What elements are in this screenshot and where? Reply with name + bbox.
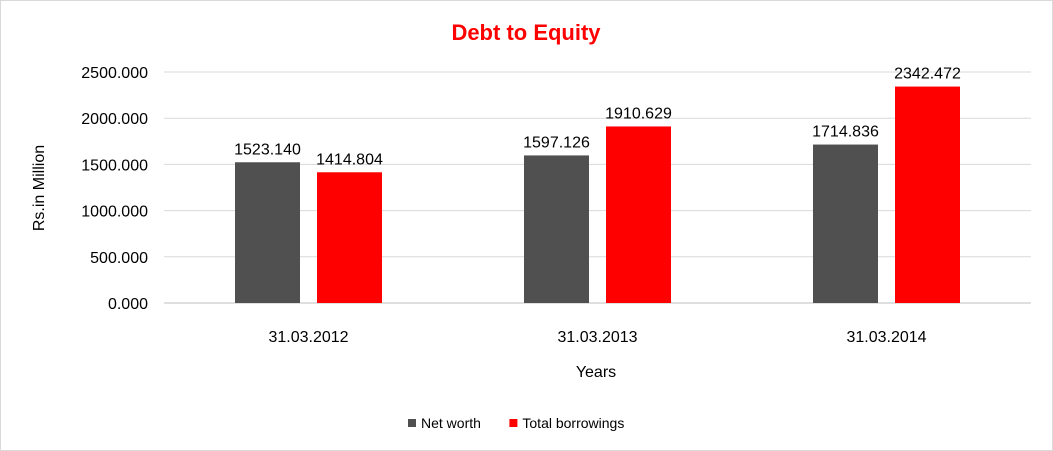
- bars: [235, 86, 960, 303]
- x-tick-label: 31.03.2014: [846, 329, 926, 346]
- chart-title: Debt to Equity: [451, 20, 601, 45]
- y-tick-label: 500.000: [90, 250, 148, 267]
- x-axis-ticks: 31.03.2012 31.03.2013 31.03.2014: [268, 329, 926, 346]
- x-tick-label: 31.03.2013: [557, 329, 637, 346]
- bar-total-borrowings: [606, 126, 671, 303]
- y-axis-title: Rs.in Million: [31, 145, 48, 231]
- legend-swatch: [408, 419, 416, 427]
- y-tick-label: 0.000: [108, 296, 148, 313]
- legend-label: Total borrowings: [522, 415, 624, 431]
- x-axis-title: Years: [576, 364, 616, 381]
- legend-label: Net worth: [421, 415, 481, 431]
- data-label: 2342.472: [894, 66, 961, 83]
- bar-total-borrowings: [895, 86, 960, 303]
- gridlines: [164, 71, 1031, 304]
- y-tick-label: 2500.000: [81, 65, 148, 82]
- data-label: 1597.126: [523, 134, 590, 151]
- data-label: 1523.140: [234, 141, 301, 158]
- bar-net-worth: [524, 155, 589, 303]
- data-label: 1414.804: [316, 151, 383, 168]
- legend-swatch: [509, 419, 518, 427]
- data-labels: 1523.140 1414.804 1597.126 1910.629 1714.836…: [234, 66, 961, 169]
- x-tick-label: 31.03.2012: [268, 329, 348, 346]
- data-label: 1910.629: [605, 105, 672, 122]
- y-tick-label: 2000.000: [81, 111, 148, 128]
- y-tick-label: 1000.000: [81, 204, 148, 221]
- data-label: 1714.836: [812, 124, 879, 141]
- bar-net-worth: [813, 144, 878, 303]
- y-axis-ticks: 0.000 500.000 1000.000 1500.000 2000.000 2500…: [81, 65, 148, 313]
- bar-total-borrowings: [317, 172, 382, 303]
- y-tick-label: 1500.000: [81, 157, 148, 174]
- bar-net-worth: [235, 162, 300, 303]
- legend: Net worth Total borrowings: [408, 415, 624, 431]
